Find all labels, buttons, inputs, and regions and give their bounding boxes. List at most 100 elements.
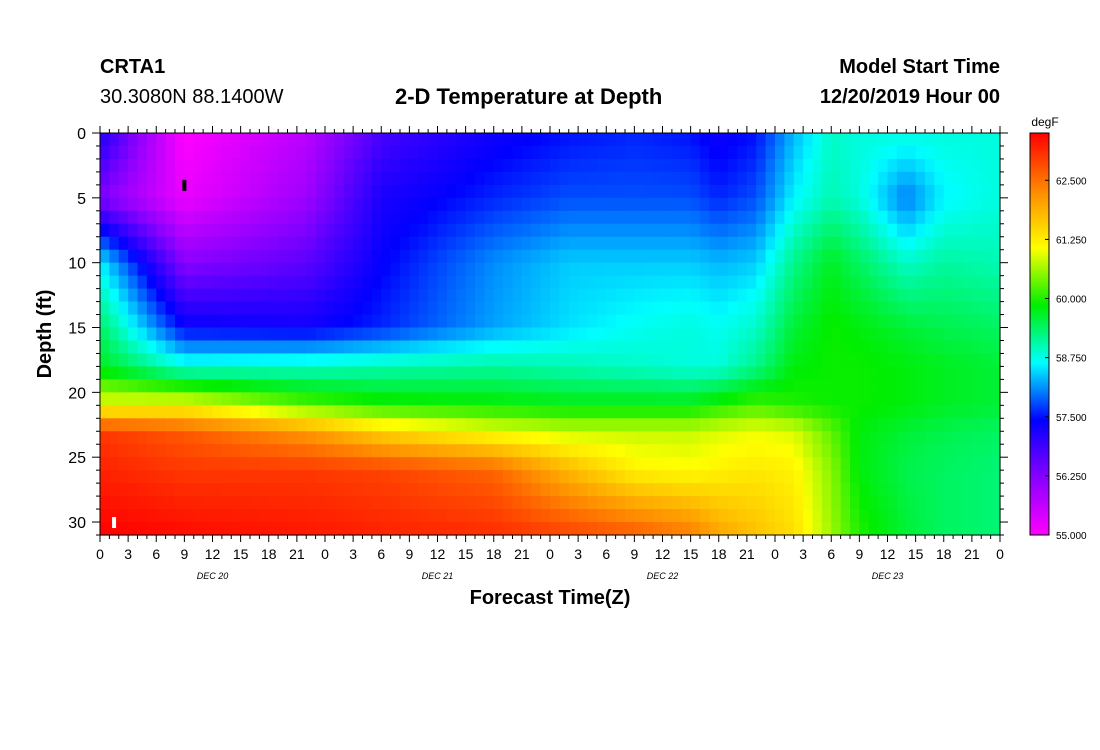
heatmap-cell: [681, 457, 692, 471]
heatmap-cell: [606, 496, 617, 510]
heatmap-cell: [259, 301, 270, 316]
heatmap-cell: [540, 145, 551, 160]
heatmap-cell: [184, 353, 195, 368]
heatmap-cell: [165, 509, 176, 523]
heatmap-cell: [137, 418, 148, 432]
heatmap-cell: [531, 145, 542, 160]
heatmap-cell: [615, 483, 626, 497]
heatmap-cell: [671, 301, 682, 316]
heatmap-cell: [700, 171, 710, 186]
heatmap-cell: [878, 197, 889, 212]
heatmap-cell: [775, 249, 785, 264]
heatmap-cell: [503, 431, 514, 445]
heatmap-cell: [503, 158, 514, 173]
heatmap-cell: [165, 158, 176, 173]
heatmap-cell: [690, 522, 701, 536]
heatmap-cell: [606, 223, 617, 238]
heatmap-cell: [428, 379, 439, 393]
heatmap-cell: [306, 379, 317, 393]
heatmap-cell: [859, 327, 870, 342]
heatmap-cell: [550, 210, 560, 225]
heatmap-cell: [100, 223, 110, 238]
heatmap-cell: [718, 158, 729, 173]
heatmap-cell: [718, 431, 729, 445]
heatmap-cell: [915, 444, 926, 458]
heatmap-cell: [165, 483, 176, 497]
heatmap-cell: [578, 327, 589, 342]
heatmap-cell: [146, 366, 157, 380]
heatmap-cell: [503, 236, 514, 251]
heatmap-cell: [709, 366, 720, 380]
heatmap-cell: [859, 133, 870, 147]
heatmap-cell: [484, 353, 495, 368]
day-label: DEC 22: [647, 571, 679, 581]
heatmap-cell: [943, 444, 954, 458]
heatmap-cell: [831, 301, 842, 316]
heatmap-cell: [325, 405, 335, 419]
heatmap-cell: [118, 236, 129, 251]
heatmap-cell: [681, 470, 692, 484]
heatmap-cell: [728, 444, 739, 458]
heatmap-cell: [634, 366, 645, 380]
heatmap-cell: [465, 262, 476, 277]
heatmap-cell: [578, 353, 589, 368]
heatmap-cell: [671, 327, 682, 342]
heatmap-cell: [700, 314, 710, 329]
heatmap-cell: [615, 444, 626, 458]
heatmap-cell: [503, 314, 514, 329]
heatmap-cell: [746, 223, 757, 238]
heatmap-cell: [718, 223, 729, 238]
heatmap-cell: [709, 457, 720, 471]
heatmap-cell: [550, 496, 560, 510]
heatmap-cell: [812, 418, 823, 432]
heatmap-cell: [700, 158, 710, 173]
heatmap-cell: [137, 353, 148, 368]
heatmap-cell: [709, 314, 720, 329]
heatmap-cell: [653, 457, 664, 471]
heatmap-cell: [953, 457, 964, 471]
heatmap-cell: [784, 340, 795, 355]
heatmap-cell: [409, 392, 420, 406]
heatmap-cell: [250, 158, 260, 173]
heatmap-cell: [578, 197, 589, 212]
heatmap-cell: [268, 249, 279, 264]
heatmap-cell: [446, 470, 457, 484]
heatmap-cell: [306, 366, 317, 380]
heatmap-cell: [175, 483, 185, 497]
heatmap-cell: [175, 301, 185, 316]
heatmap-cell: [550, 301, 560, 316]
heatmap-cell: [371, 353, 382, 368]
heatmap-cell: [493, 145, 504, 160]
heatmap-cell: [287, 197, 298, 212]
heatmap-cell: [906, 379, 917, 393]
heatmap-cell: [850, 509, 860, 523]
heatmap-cell: [100, 158, 110, 173]
heatmap-cell: [446, 184, 457, 199]
heatmap-cell: [512, 418, 523, 432]
heatmap-cell: [306, 275, 317, 290]
heatmap-cell: [390, 288, 401, 303]
heatmap-cell: [981, 197, 992, 212]
heatmap-cell: [925, 379, 935, 393]
heatmap-cell: [887, 444, 898, 458]
heatmap-cell: [418, 327, 429, 342]
heatmap-cell: [943, 509, 954, 523]
heatmap-cell: [315, 496, 326, 510]
heatmap-cell: [221, 444, 232, 458]
heatmap-cell: [446, 444, 457, 458]
heatmap-cell: [334, 444, 345, 458]
heatmap-cell: [615, 418, 626, 432]
heatmap-cell: [512, 145, 523, 160]
heatmap-cell: [456, 197, 467, 212]
heatmap-cell: [465, 509, 476, 523]
heatmap-cell: [240, 223, 251, 238]
heatmap-cell: [868, 353, 879, 368]
heatmap-cell: [746, 262, 757, 277]
heatmap-cell: [353, 288, 364, 303]
heatmap-cell: [221, 249, 232, 264]
heatmap-cell: [671, 288, 682, 303]
heatmap-cell: [662, 275, 673, 290]
heatmap-cell: [812, 145, 823, 160]
heatmap-cell: [250, 133, 260, 147]
heatmap-cell: [896, 171, 907, 186]
